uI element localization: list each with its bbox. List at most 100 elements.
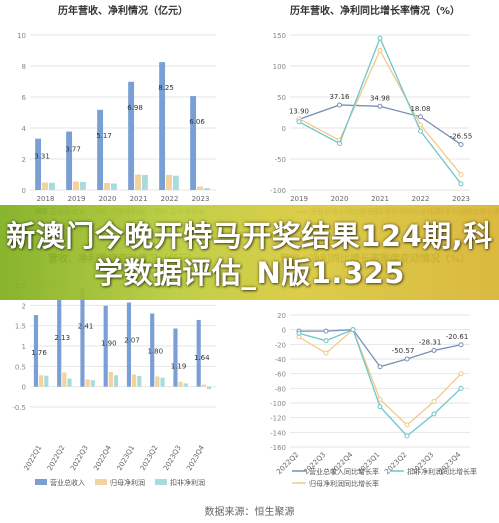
bar-归母净利润 — [197, 186, 203, 190]
series-point — [458, 141, 464, 147]
legend-swatch — [155, 479, 167, 485]
y-tick-label: 8 — [22, 63, 26, 71]
series-point — [323, 350, 329, 356]
x-tick-label: 2023 — [452, 195, 470, 203]
x-tick-label: 2022 — [412, 195, 430, 203]
y-tick-label: -20 — [275, 341, 286, 349]
y-tick-label: -100 — [270, 187, 286, 195]
data-label: -26.55 — [450, 132, 473, 140]
series-point — [377, 35, 383, 41]
y-tick-label: -120 — [270, 415, 286, 423]
y-tick-label: -160 — [270, 444, 286, 452]
x-tick-label: 2023Q2 — [383, 451, 408, 476]
data-label: 34.98 — [370, 94, 390, 102]
overlay-banner — [0, 205, 499, 300]
bar-扣非净利润 — [183, 383, 188, 387]
data-source-footer: 数据来源：恒生聚源 — [204, 507, 295, 518]
data-label: 8.25 — [158, 84, 174, 92]
x-tick-label: 2022Q1 — [23, 444, 44, 472]
series-point — [458, 371, 464, 377]
chart-title: 历年营收、净利情况（亿元） — [58, 4, 188, 17]
data-label: 6.06 — [189, 118, 205, 126]
series-point — [377, 364, 383, 370]
y-tick-label: 0 — [22, 187, 26, 195]
series-point — [404, 433, 410, 439]
series-point — [350, 327, 356, 333]
series-point — [296, 330, 302, 336]
x-tick-label: 2023Q1 — [116, 444, 137, 472]
series-point — [337, 102, 342, 108]
banner-headline: 新澳门今晚开特马开奖结果124期,科学数据评估_N版1.325 — [6, 219, 493, 290]
series-point — [377, 404, 383, 410]
bar-营业总收入 — [190, 96, 197, 190]
series-point — [458, 181, 464, 187]
bar-营业总收入 — [33, 315, 39, 387]
y-tick-label: 0 — [282, 125, 286, 133]
bar-归母净利润 — [62, 372, 67, 387]
y-tick-label: 20 — [277, 312, 286, 320]
bar-扣非净利润 — [110, 183, 117, 190]
bar-扣非净利润 — [44, 375, 49, 387]
series-point — [296, 119, 302, 125]
data-label: -20.61 — [446, 333, 469, 341]
chart-2: 历年营收、净利同比增长率情况（%） 150 100 50 0 -50 -100 2019 202… — [270, 4, 499, 216]
bar-营业总收入 — [159, 62, 166, 190]
bar-扣非净利润 — [141, 174, 148, 190]
x-tick-label: 2023 — [192, 195, 210, 203]
x-tick-label: 2022Q2 — [275, 451, 300, 476]
series-point — [431, 399, 437, 405]
data-label: 2.41 — [78, 323, 94, 331]
legend-label: 营业总收入 — [50, 478, 85, 487]
bar-归母净利润 — [108, 372, 113, 387]
series-point — [377, 48, 383, 53]
y-tick-label: -0.5 — [12, 404, 26, 412]
bar-扣非净利润 — [113, 375, 119, 387]
series-point — [377, 103, 383, 109]
bar-归母净利润 — [104, 183, 110, 190]
data-label: 3.31 — [34, 153, 50, 161]
data-label: 18.08 — [410, 105, 430, 113]
bar-扣非净利润 — [172, 175, 179, 190]
y-tick-label: 1 — [22, 343, 26, 351]
bar-归母净利润 — [135, 174, 141, 190]
bar-营业总收入 — [66, 131, 73, 190]
bar-归母净利润 — [39, 375, 44, 387]
series-point — [337, 141, 342, 146]
bar-营业总收入 — [57, 300, 62, 387]
y-tick-label: -40 — [275, 356, 286, 364]
x-tick-label: 2020 — [99, 195, 117, 203]
data-label: 1.76 — [31, 349, 47, 357]
bar-营业总收入 — [80, 288, 85, 387]
x-tick-label: 2019 — [290, 195, 308, 203]
bar-扣非净利润 — [67, 378, 72, 387]
bar-归母净利润 — [73, 181, 79, 190]
chart-1: 历年营收、净利情况（亿元） 0 2 4 6 8 10 3.31 2018 3.77 2019 5.17… — [17, 4, 216, 216]
y-tick-label: 2 — [22, 302, 26, 310]
y-tick-label: 0.5 — [15, 363, 26, 371]
series-point — [323, 328, 329, 334]
data-label: 2.13 — [54, 334, 70, 342]
bar-营业总收入 — [126, 302, 132, 387]
data-label: 13.90 — [289, 107, 309, 115]
chart-title: 历年营收、净利同比增长率情况（%） — [290, 4, 460, 17]
x-tick-label: 2022Q3 — [69, 444, 90, 472]
x-tick-label: 2021 — [371, 195, 389, 203]
data-label: 3.77 — [65, 146, 81, 154]
legend-swatch — [35, 479, 47, 485]
series-point — [418, 114, 423, 120]
bar-扣非净利润 — [90, 380, 95, 387]
series-line-1 — [298, 49, 462, 175]
legend-label: 归母净利润 — [110, 478, 145, 487]
x-tick-label: 2019 — [68, 195, 86, 203]
data-label: 37.16 — [329, 93, 350, 101]
bar-扣非净利润 — [137, 376, 142, 387]
legend-label: 归母净利润同比增长率 — [309, 479, 379, 488]
y-tick-label: -100 — [270, 400, 286, 408]
series-point — [458, 172, 464, 177]
data-label: 1.90 — [101, 340, 117, 348]
bar-归母净利润 — [132, 374, 137, 387]
bar-扣非净利润 — [48, 182, 55, 190]
legend-label: 扣非净利润同比增长率 — [407, 467, 477, 476]
series-line-0 — [299, 328, 462, 368]
bar-营业总收入 — [128, 81, 135, 190]
